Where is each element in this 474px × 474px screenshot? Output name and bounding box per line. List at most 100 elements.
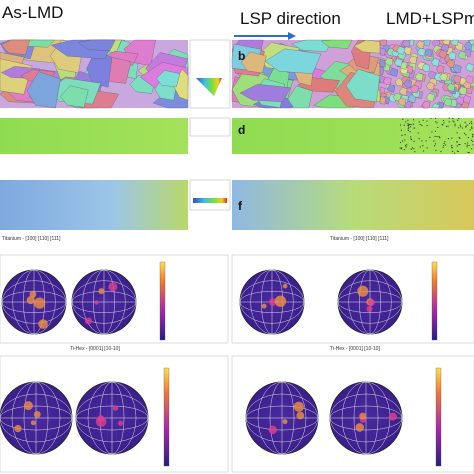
speck — [435, 121, 437, 123]
speck — [466, 124, 468, 126]
grain — [156, 70, 181, 88]
grain — [439, 72, 448, 82]
speck — [451, 144, 453, 147]
pole-hotspot — [94, 300, 99, 305]
speck — [456, 150, 459, 152]
speck — [412, 119, 415, 121]
parallel — [239, 280, 305, 324]
pole-hotspot — [269, 298, 277, 306]
grain — [441, 39, 451, 46]
speck — [443, 142, 445, 145]
colorbar — [163, 367, 170, 467]
speck — [469, 122, 471, 125]
parallel — [75, 393, 149, 443]
pole-hotspot — [33, 297, 46, 309]
speck — [436, 122, 438, 124]
parallel — [0, 393, 73, 443]
speck — [404, 145, 407, 147]
speck — [434, 143, 437, 145]
grain — [379, 86, 386, 95]
grain — [426, 93, 435, 102]
pole-hotspot — [261, 303, 267, 309]
speck — [410, 148, 412, 150]
speck — [434, 130, 437, 132]
right-title: LMD+LSPm — [386, 9, 474, 28]
speck — [463, 132, 466, 134]
speck — [460, 126, 462, 128]
speck — [467, 142, 469, 144]
grain — [465, 75, 474, 84]
grain — [397, 97, 407, 106]
speck — [445, 125, 448, 128]
speck — [451, 137, 453, 139]
speck — [472, 144, 474, 146]
speck — [453, 152, 456, 154]
speck — [418, 138, 420, 140]
grain — [403, 79, 413, 88]
speck — [403, 149, 405, 151]
parallel — [337, 280, 403, 324]
speck — [419, 146, 421, 148]
speck — [440, 151, 442, 153]
speck — [459, 124, 462, 126]
speck — [434, 135, 436, 138]
grain — [353, 39, 381, 54]
speck — [445, 144, 447, 146]
caption: Titanium - [100] [110] [111] — [2, 236, 61, 242]
pole-hotspot — [108, 282, 118, 292]
kam-map-left — [0, 180, 188, 230]
pole-hotspot — [274, 295, 287, 307]
grain — [384, 57, 394, 66]
speck — [464, 122, 466, 124]
speck — [410, 136, 412, 138]
grain — [436, 65, 445, 74]
meridian — [250, 269, 294, 335]
speck — [452, 117, 454, 120]
speck — [458, 117, 460, 120]
speck — [457, 119, 459, 121]
speck — [471, 127, 473, 129]
ipf-triangle — [196, 78, 222, 96]
speck — [426, 124, 428, 127]
speck — [468, 144, 470, 147]
speck — [402, 118, 404, 120]
speck — [459, 144, 461, 146]
grain — [386, 84, 396, 93]
grain — [450, 39, 459, 46]
grain — [379, 47, 386, 56]
speck — [419, 123, 421, 126]
grain — [77, 39, 116, 52]
pole-hotspot — [282, 419, 288, 425]
colorbar — [159, 261, 166, 341]
speck — [430, 117, 432, 120]
speck — [399, 147, 401, 149]
grain — [410, 84, 419, 94]
grain — [239, 84, 291, 103]
pole-hotspot — [296, 411, 305, 420]
grain — [431, 103, 440, 109]
caption: Titanium - [100] [110] [111] — [330, 236, 389, 242]
grain — [402, 39, 411, 48]
speck — [471, 139, 473, 141]
pole-hotspot — [33, 411, 41, 418]
arrow-head — [288, 32, 296, 40]
speck — [407, 128, 409, 130]
speck — [405, 146, 407, 148]
grain — [465, 63, 474, 72]
speck — [456, 141, 458, 143]
speck — [404, 139, 406, 141]
speck — [422, 145, 424, 147]
speck — [410, 126, 412, 128]
speck — [470, 121, 472, 123]
speck — [438, 135, 440, 138]
grain — [60, 85, 89, 108]
speck — [399, 141, 402, 144]
meridian — [11, 381, 61, 455]
speck — [441, 124, 443, 126]
grain — [26, 71, 61, 109]
parallel — [329, 393, 403, 443]
speck — [442, 119, 445, 122]
speck — [409, 131, 411, 133]
grain — [458, 86, 467, 95]
